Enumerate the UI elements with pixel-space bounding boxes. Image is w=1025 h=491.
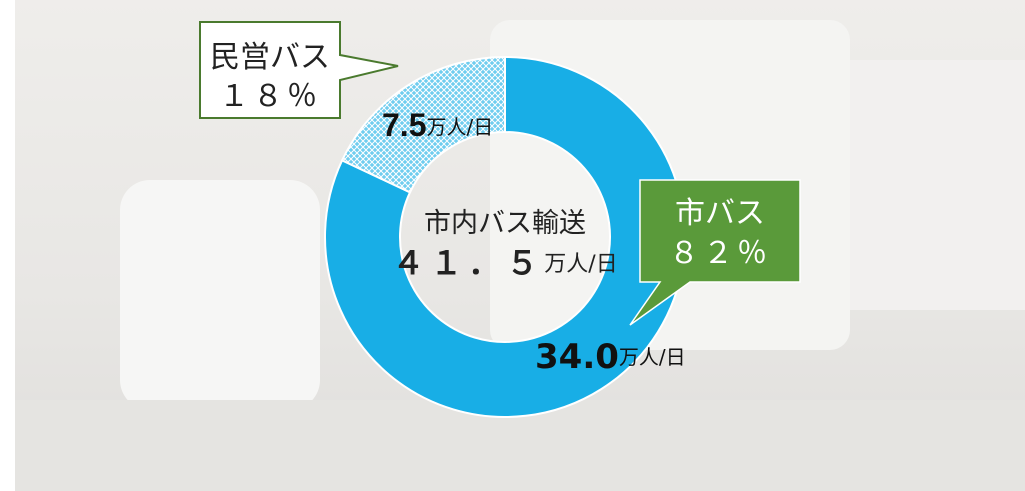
center-label-part: 市内バス輸送	[424, 208, 586, 239]
ridership-label-part: 7.5	[382, 107, 426, 143]
ridership-label-part: 34.0	[535, 337, 619, 377]
percent-label: ８２％	[669, 236, 771, 271]
total-label-part: ４１．５	[392, 244, 544, 282]
percent-label-part: １８％	[219, 79, 321, 114]
ridership-label-part: 万人/日	[426, 115, 493, 139]
percent-label: １８％	[219, 79, 321, 114]
category-label: 民営バス	[210, 40, 330, 75]
center-label: 市内バス輸送	[424, 208, 586, 239]
page: {"chart_data":{"type":"pie","donut":true…	[0, 0, 1025, 491]
category-label-part: 市バス	[675, 196, 765, 231]
category-label: 市バス	[675, 196, 765, 231]
ridership-label-part: 万人/日	[619, 345, 686, 369]
percent-label-part: ８２％	[669, 236, 771, 271]
chart: 民営バス１８％市バス８２％7.5万人/日34.0万人/日市内バス輸送４１．５万人…	[0, 0, 1025, 491]
category-label-part: 民営バス	[210, 40, 330, 75]
total-label-part: 万人/日	[544, 252, 617, 277]
